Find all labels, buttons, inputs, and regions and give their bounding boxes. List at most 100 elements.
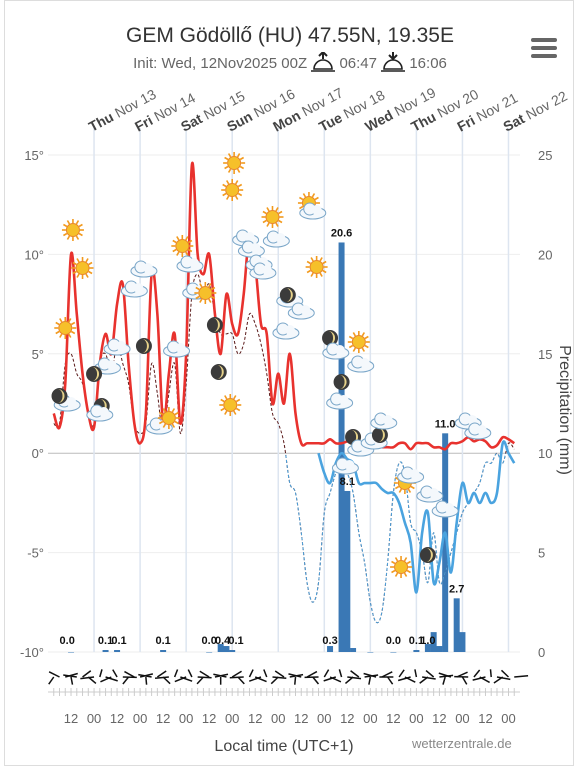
wind-arrow (425, 669, 435, 678)
sun-icon (223, 152, 246, 174)
sunrise-time: 06:47 (339, 55, 377, 72)
credit-link[interactable]: wetterzentrale.de (412, 736, 512, 751)
x-tick-label: 12 (64, 711, 78, 726)
moon-icon (371, 427, 388, 443)
wind-arrow (294, 676, 297, 685)
sun-icon (54, 317, 77, 339)
precip-value-label: 0.1 (98, 635, 113, 647)
y-right-tick-label: 15 (538, 347, 552, 362)
precip-value-label: 0.0 (386, 635, 401, 647)
precip-bar (338, 242, 345, 653)
precip-value-label: 0.1 (155, 635, 170, 647)
moon-icon (333, 374, 350, 390)
cloud-icon (431, 500, 459, 518)
precip-value-label: 0.1 (111, 635, 126, 647)
sun-icon (221, 179, 244, 201)
wind-arrow (344, 676, 354, 685)
precip-value-label: 1.0 (420, 635, 435, 647)
cloud-icon (176, 255, 204, 273)
moon-icon (419, 547, 436, 563)
sun-icon (171, 235, 194, 257)
x-tick-label: 12 (432, 711, 446, 726)
precip-value-label: 0.1 (409, 635, 424, 647)
wind-arrow (180, 676, 193, 682)
wind-arrow (248, 676, 262, 682)
menu-button[interactable] (531, 38, 557, 58)
precip-bar (114, 650, 121, 652)
y-left-tick-label: 15° (24, 148, 44, 163)
cloud-icon (163, 340, 191, 358)
cloud-icon (299, 202, 327, 220)
wind-arrow (323, 676, 337, 682)
y-right-tick-label: 25 (538, 148, 552, 163)
wind-arrow (489, 669, 492, 678)
x-tick-label: 12 (386, 711, 400, 726)
x-tick-label: 00 (87, 711, 101, 726)
x-tick-label: 12 (294, 711, 308, 726)
precipitation-bars: 0.0 0.10.1 0.1 0.00.40.1 0.320.68.10.0 0.11.0… (60, 227, 466, 653)
precip-bar (390, 652, 397, 653)
wind-arrow (461, 676, 468, 685)
wind-arrow (105, 676, 118, 682)
x-tick-label: 00 (363, 711, 377, 726)
wind-arrow (381, 671, 393, 678)
wind-arrow (48, 676, 55, 685)
wind-arrow (414, 669, 418, 678)
wind-arrow (248, 669, 254, 678)
precip-bar (206, 652, 213, 653)
wind-arrow (99, 669, 103, 678)
x-tick-label: 00 (271, 711, 285, 726)
wind-arrow (493, 676, 504, 684)
wind-arrow (496, 676, 511, 681)
x-tick-label: 12 (478, 711, 492, 726)
wind-arrow (472, 676, 486, 681)
moon-icon (86, 366, 103, 382)
sun-icon (347, 331, 370, 353)
y-right-tick-label: 10 (538, 446, 552, 461)
wind-arrow (65, 672, 78, 678)
precip-value-label: 0.0 (202, 635, 217, 647)
sun-icon (157, 407, 180, 429)
precip-bar (430, 632, 437, 652)
sunset-icon (381, 52, 406, 72)
wind-arrow (270, 676, 279, 685)
cloud-icon (397, 466, 425, 484)
sunset-time: 16:06 (409, 55, 447, 72)
cloud-icon (287, 302, 315, 320)
wind-arrow (500, 669, 510, 678)
wind-barbs (48, 669, 529, 696)
precip-bar (160, 650, 167, 652)
precip-bar (442, 433, 449, 652)
wind-arrow (312, 676, 320, 685)
wind-arrow (197, 676, 212, 679)
wind-arrow (438, 672, 452, 678)
wind-arrow (80, 676, 95, 680)
precip-bar (453, 598, 460, 652)
x-tick-label: 12 (248, 711, 262, 726)
precip-bar (436, 646, 443, 652)
moon-icon (279, 287, 296, 303)
y-left-tick-label: -5° (27, 546, 44, 561)
cloud-icon (249, 262, 277, 280)
x-tick-label: 00 (133, 711, 147, 726)
cloud-icon (103, 338, 131, 356)
wind-arrow (288, 673, 302, 678)
wind-arrow (229, 676, 244, 679)
wind-arrow (173, 669, 179, 678)
wind-arrow (174, 676, 187, 683)
moon-icon (135, 338, 152, 354)
wind-arrow (347, 676, 362, 680)
wind-arrow (124, 670, 135, 678)
precip-bar (229, 650, 236, 652)
wind-arrow (196, 676, 204, 685)
wind-arrow (263, 669, 268, 678)
wind-arrow (274, 670, 285, 678)
sun-icon (61, 219, 84, 241)
y-right-tick-label: 20 (538, 247, 552, 262)
wind-arrow (48, 671, 60, 678)
sun-icon (194, 282, 217, 304)
wind-arrow (306, 670, 318, 678)
cloud-icon (86, 404, 114, 422)
wind-arrow (338, 669, 343, 678)
weather-icons (51, 152, 492, 578)
